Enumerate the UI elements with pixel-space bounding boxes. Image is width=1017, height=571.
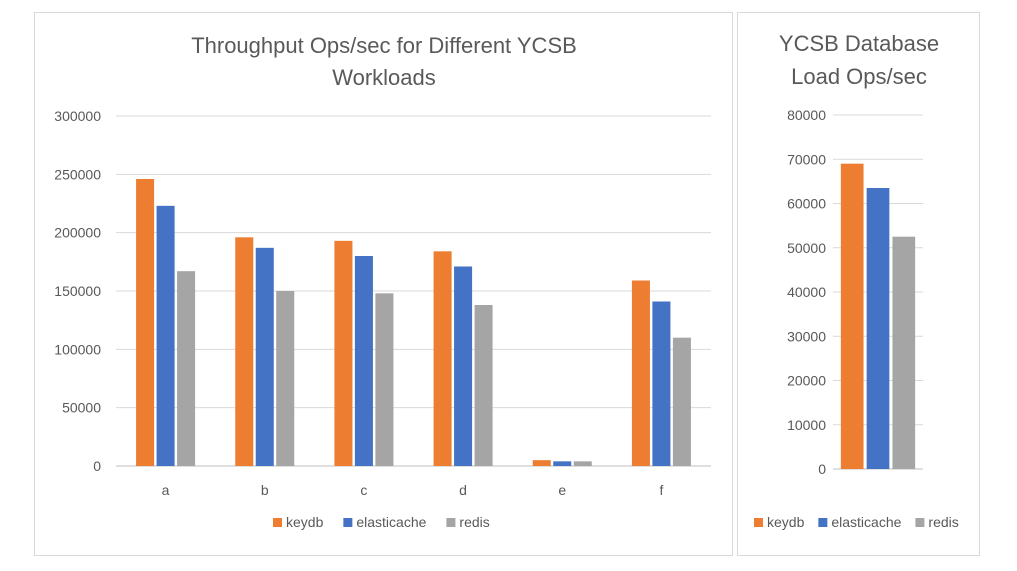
- x-tick-label: f: [659, 482, 663, 498]
- legend-label: elasticache: [831, 514, 901, 530]
- y-tick-label: 0: [93, 458, 101, 474]
- bar-elasticache-f: [652, 301, 671, 466]
- legend-label: redis: [928, 514, 958, 530]
- y-tick-label: 0: [818, 461, 826, 477]
- gridlines: [116, 115, 711, 467]
- bar-redis-c: [375, 293, 394, 466]
- legend-item-redis: redis: [446, 514, 490, 530]
- legend-swatch: [915, 518, 925, 527]
- y-tick-label: 250000: [54, 166, 101, 182]
- bar-keydb-f: [631, 280, 650, 466]
- legend-label: elasticache: [356, 514, 426, 530]
- legend-item-elasticache: elasticache: [343, 514, 427, 530]
- chart-title-line-1: YCSB Database: [779, 31, 939, 56]
- chart-title: Throughput Ops/sec for Different YCSB Wo…: [191, 33, 577, 90]
- bar-redis-b: [276, 291, 295, 466]
- legend-item-redis: redis: [915, 514, 959, 530]
- y-tick-label: 10000: [787, 417, 826, 433]
- bar-keydb-a: [136, 179, 155, 466]
- bar-keydb-d: [433, 251, 452, 466]
- legend-swatch: [446, 518, 456, 527]
- legend-label: keydb: [286, 514, 324, 530]
- legend-swatch: [754, 518, 763, 527]
- x-tick-label: c: [360, 482, 367, 498]
- bar-elasticache-d: [454, 266, 473, 466]
- x-axis-ticks: a b c d e f: [162, 482, 664, 498]
- x-tick-label: d: [459, 482, 467, 498]
- bar-keydb: [840, 163, 864, 470]
- y-tick-label: 80000: [787, 107, 826, 123]
- chart-title-line-2: Load Ops/sec: [791, 64, 927, 89]
- throughput-chart: Throughput Ops/sec for Different YCSB Wo…: [54, 33, 711, 530]
- y-tick-label: 50000: [787, 240, 826, 256]
- y-tick-label: 20000: [787, 373, 826, 389]
- legend: keydb elasticache redis: [754, 514, 959, 530]
- y-tick-label: 40000: [787, 284, 826, 300]
- y-tick-label: 60000: [787, 196, 826, 212]
- legend-swatch: [343, 518, 353, 527]
- y-tick-label: 30000: [787, 328, 826, 344]
- bar-elasticache-c: [354, 256, 373, 466]
- x-tick-label: b: [261, 482, 269, 498]
- legend-item-elasticache: elasticache: [818, 514, 902, 530]
- bar-elasticache: [866, 188, 890, 469]
- bar-keydb-c: [334, 240, 353, 466]
- bar-redis: [892, 236, 916, 469]
- bars: [136, 179, 691, 467]
- y-tick-label: 300000: [54, 108, 101, 124]
- bar-redis-e: [573, 461, 592, 466]
- x-tick-label: e: [558, 482, 566, 498]
- y-tick-label: 200000: [54, 225, 101, 241]
- bar-redis-a: [177, 271, 196, 466]
- legend-swatch: [273, 518, 282, 527]
- bar-redis-f: [672, 337, 691, 466]
- bar-elasticache-b: [255, 247, 274, 466]
- x-tick-label: a: [162, 482, 170, 498]
- throughput-chart-panel: Throughput Ops/sec for Different YCSB Wo…: [34, 12, 733, 556]
- legend-label: keydb: [767, 514, 805, 530]
- legend: keydb elasticache redis: [273, 514, 490, 530]
- bar-elasticache-e: [553, 461, 572, 466]
- bar-keydb-b: [235, 237, 254, 466]
- y-axis-ticks: 0 10000 20000 30000 40000 50000 60000 70000 8000…: [787, 107, 826, 477]
- load-chart: YCSB Database Load Ops/sec 0 10000 20000 30…: [754, 31, 959, 530]
- y-tick-label: 150000: [54, 283, 101, 299]
- legend-item-keydb: keydb: [273, 514, 324, 530]
- y-tick-label: 50000: [62, 400, 101, 416]
- bar-keydb-e: [532, 460, 551, 466]
- y-tick-label: 70000: [787, 151, 826, 167]
- chart-title-line-2: Workloads: [332, 65, 436, 90]
- legend-swatch: [818, 518, 828, 527]
- y-tick-label: 100000: [54, 341, 101, 357]
- chart-title-line-1: Throughput Ops/sec for Different YCSB: [191, 33, 577, 58]
- legend-label: redis: [459, 514, 489, 530]
- chart-title: YCSB Database Load Ops/sec: [779, 31, 939, 89]
- legend-item-keydb: keydb: [754, 514, 805, 530]
- load-chart-panel: YCSB Database Load Ops/sec 0 10000 20000 30…: [737, 12, 980, 556]
- bar-redis-d: [474, 305, 493, 466]
- bar-elasticache-a: [156, 205, 175, 467]
- y-axis-ticks: 0 50000 100000 150000 200000 250000 300000: [54, 108, 101, 474]
- bars: [840, 163, 916, 470]
